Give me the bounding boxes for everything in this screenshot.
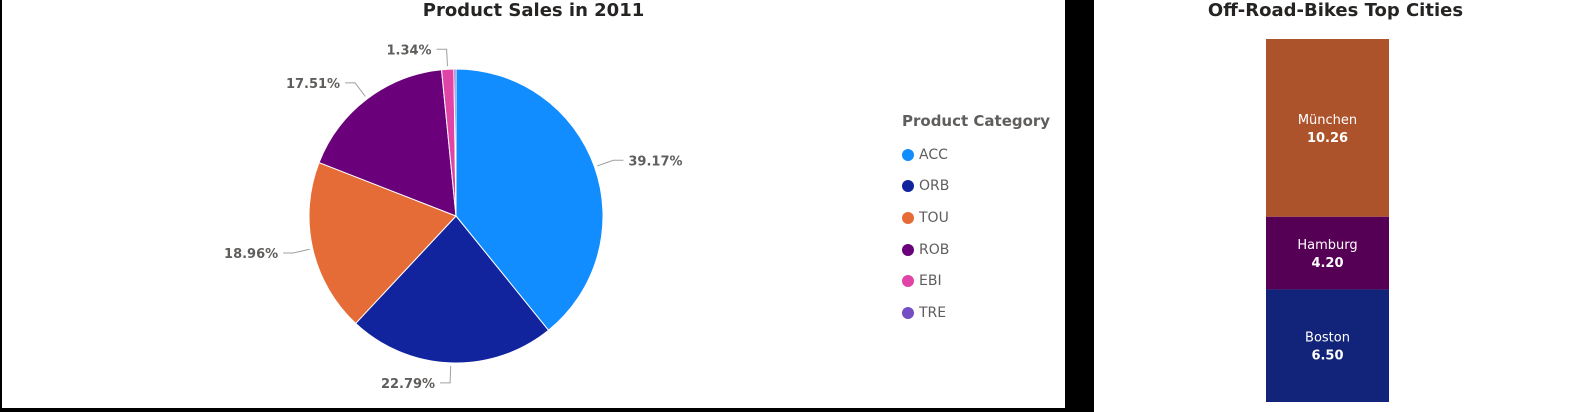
- legend-marker: [902, 306, 914, 319]
- bar-chart-panel: Off-Road-Bikes Top Cities Boston 6.50 Hamb…: [1094, 0, 1577, 412]
- data-label-tou: 18.96%: [224, 247, 278, 262]
- legend-item-rob[interactable]: ROB: [902, 234, 1050, 266]
- leader-line-acc: [597, 159, 624, 167]
- data-label-rob: 17.51%: [286, 77, 340, 92]
- leader-line-ebi: [436, 48, 448, 67]
- legend-label: EBI: [919, 273, 942, 290]
- legend-marker: [902, 243, 914, 256]
- segment-label-m-nchen: München: [1298, 113, 1357, 128]
- segment-label-boston: Boston: [1305, 331, 1350, 346]
- legend-label: TOU: [919, 209, 949, 226]
- legend-item-tou[interactable]: TOU: [902, 202, 1050, 234]
- pie-slice-tou[interactable]: [308, 161, 457, 325]
- stacked-bar-chart: Boston 6.50 Hamburg 4.20 München 10.26: [1266, 39, 1389, 402]
- legend-marker: [902, 148, 914, 161]
- legend-marker: [902, 275, 914, 288]
- legend-label: ACC: [919, 146, 948, 163]
- segment-value-m-nchen: 10.26: [1307, 131, 1348, 146]
- leader-line-rob: [345, 82, 366, 97]
- legend-item-ebi[interactable]: EBI: [902, 265, 1050, 297]
- bar-segment-boston[interactable]: [1266, 289, 1389, 402]
- pie-chart-title: Product Sales in 2011: [422, 0, 645, 21]
- segment-value-boston: 6.50: [1311, 349, 1343, 364]
- pie-slice-tre[interactable]: [453, 68, 457, 217]
- data-label-ebi: 1.34%: [386, 43, 431, 58]
- leader-line-tou: [283, 248, 310, 254]
- legend-marker: [902, 211, 914, 224]
- pie-slice-orb[interactable]: [354, 215, 550, 364]
- bar-chart-title: Off-Road-Bikes Top Cities: [1207, 0, 1464, 21]
- legend-label: ORB: [919, 178, 950, 195]
- bar-segment-m-nchen[interactable]: [1266, 39, 1389, 217]
- legend-label: ROB: [919, 241, 950, 258]
- pie-slice-acc[interactable]: [455, 68, 604, 331]
- data-label-acc: 39.17%: [628, 154, 682, 169]
- legend-item-orb[interactable]: ORB: [902, 171, 1050, 203]
- pie-chart: 39.17% 22.79% 18.96% 17.51% 1.34%: [224, 43, 683, 392]
- segment-value-hamburg: 4.20: [1311, 256, 1343, 271]
- legend-item-acc[interactable]: ACC: [902, 139, 1050, 171]
- pie-slice-rob[interactable]: [318, 69, 457, 217]
- legend-marker: [902, 180, 914, 193]
- legend-label: TRE: [919, 304, 947, 321]
- segment-label-hamburg: Hamburg: [1297, 238, 1357, 253]
- leader-line-orb: [440, 365, 452, 384]
- data-label-orb: 22.79%: [381, 377, 435, 392]
- pie-chart-panel: Product Sales in 2011 39.17% 22.79% 18.96%…: [2, 0, 1065, 408]
- bar-segment-hamburg[interactable]: [1266, 216, 1389, 290]
- legend-title: Product Category: [902, 112, 1051, 130]
- legend-item-tre[interactable]: TRE: [902, 297, 1050, 329]
- legend: Product Category ACC ORB TOU ROB EBI TRE: [902, 112, 1050, 329]
